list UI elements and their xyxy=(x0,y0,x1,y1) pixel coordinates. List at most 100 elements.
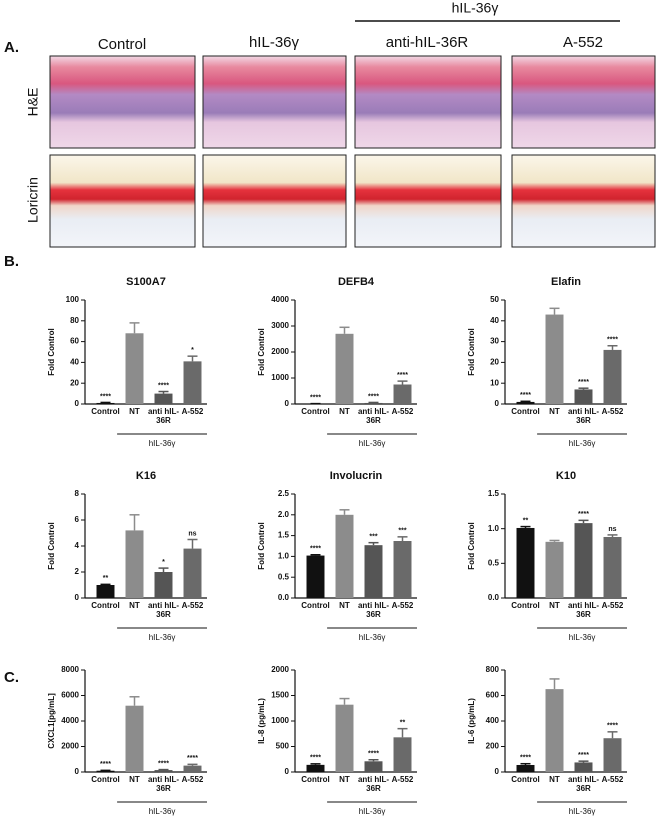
x-tick-label: NT xyxy=(549,775,560,784)
image xyxy=(511,154,656,248)
x-tick-label: Control xyxy=(301,407,330,416)
y-tick-label: 2.5 xyxy=(278,489,290,498)
x-tick-label-box: Control xyxy=(91,775,120,784)
significance-label: **** xyxy=(368,393,379,400)
x-tick-label-box: Control xyxy=(301,601,330,610)
x-tick-label: NT xyxy=(339,407,350,416)
x-tick-label: Control xyxy=(91,601,120,610)
y-axis-label: Fold Control xyxy=(257,522,266,570)
chart-title: S100A7 xyxy=(126,276,166,288)
x-tick-label-box: Control xyxy=(91,407,119,416)
significance-label: **** xyxy=(520,392,531,399)
y-tick-label: 80 xyxy=(70,316,79,325)
bar xyxy=(96,585,115,598)
bar xyxy=(603,536,622,598)
y-axis-label: Fold Control xyxy=(467,522,476,570)
row-label: Loricrin xyxy=(25,177,41,223)
x-tick-label: Control xyxy=(301,601,330,610)
significance-label: ns xyxy=(188,530,196,537)
significance-label: **** xyxy=(578,752,589,759)
y-tick-label: 6 xyxy=(75,515,80,524)
x-tick-label: anti hIL-36R xyxy=(567,601,600,619)
x-tick-label-box: anti hIL-36R xyxy=(148,601,179,619)
panel-label: C. xyxy=(4,669,19,686)
significance-label: **** xyxy=(100,393,111,400)
y-tick-label: 10 xyxy=(490,378,499,387)
significance-label: **** xyxy=(158,382,169,389)
significance-label: **** xyxy=(100,761,111,768)
x-tick-label-box: anti hIL-36R xyxy=(148,407,179,425)
x-tick-label-box: anti hIL-36R xyxy=(148,775,179,793)
y-tick-label: 0 xyxy=(285,399,290,408)
y-tick-label: 4000 xyxy=(271,295,289,304)
column-label: A-552 xyxy=(563,34,603,51)
y-tick-label: 0.5 xyxy=(488,558,500,567)
y-axis-label: IL-6 (pg/mL) xyxy=(467,698,476,744)
bar xyxy=(335,333,354,404)
y-tick-label: 30 xyxy=(490,337,499,346)
x-tick-label-box: NT xyxy=(129,407,140,416)
group-header: hIL-36γ xyxy=(452,0,499,16)
y-tick-label: 0.0 xyxy=(488,593,500,602)
x-tick-label-box: NT xyxy=(339,775,350,784)
y-tick-label: 0 xyxy=(285,767,290,776)
y-tick-label: 100 xyxy=(66,295,80,304)
x-tick-label: NT xyxy=(339,601,350,610)
y-tick-label: 1.5 xyxy=(488,489,500,498)
x-tick-label: A-552 xyxy=(601,407,624,416)
bar xyxy=(393,384,412,404)
significance-label: **** xyxy=(310,755,321,762)
significance-label: **** xyxy=(310,394,321,401)
bar xyxy=(393,737,412,772)
significance-label: ** xyxy=(103,575,109,582)
significance-label: *** xyxy=(398,528,406,535)
bar xyxy=(516,764,535,772)
x-tick-label-box: A-552 xyxy=(182,601,204,610)
column-label: hIL-36γ xyxy=(249,34,300,51)
x-tick-label-box: A-552 xyxy=(182,775,204,784)
image xyxy=(354,55,502,149)
significance-label: * xyxy=(191,347,194,354)
y-tick-label: 200 xyxy=(486,742,500,751)
panel-label: B. xyxy=(4,253,19,270)
group-label: hIL-36γ xyxy=(149,633,176,642)
bar xyxy=(96,402,115,404)
y-tick-label: 1000 xyxy=(271,716,289,725)
image xyxy=(202,55,347,149)
bar xyxy=(125,705,144,772)
bar xyxy=(574,389,593,404)
column-label: Control xyxy=(98,36,146,53)
significance-label: **** xyxy=(187,755,198,762)
y-axis-label: Fold Control xyxy=(257,328,266,376)
significance-label: **** xyxy=(368,751,379,758)
x-tick-label: NT xyxy=(549,407,560,416)
panel-label: A. xyxy=(4,39,19,56)
y-tick-label: 500 xyxy=(276,742,290,751)
y-tick-label: 6000 xyxy=(61,691,79,700)
x-tick-label: NT xyxy=(549,601,560,610)
x-tick-label-box: NT xyxy=(549,775,560,784)
y-tick-label: 1.0 xyxy=(278,552,290,561)
x-tick-label: Control xyxy=(91,775,120,784)
bar xyxy=(306,555,325,598)
bar xyxy=(183,548,202,598)
y-tick-label: 20 xyxy=(70,378,79,387)
significance-label: **** xyxy=(397,372,408,379)
x-tick-label: Control xyxy=(511,407,540,416)
x-tick-label-box: anti hIL-36R xyxy=(358,601,389,619)
y-tick-label: 1000 xyxy=(271,373,289,382)
bar xyxy=(545,689,564,772)
y-tick-label: 0 xyxy=(75,767,80,776)
x-tick-label: NT xyxy=(129,407,140,416)
y-axis-label: CXCL1[pg/mL] xyxy=(47,693,56,749)
y-tick-label: 1.5 xyxy=(278,531,290,540)
significance-label: ** xyxy=(523,517,529,524)
y-tick-label: 20 xyxy=(490,358,499,367)
bar xyxy=(516,401,535,404)
y-tick-label: 2000 xyxy=(271,347,289,356)
significance-label: *** xyxy=(369,534,377,541)
bar xyxy=(183,765,202,772)
x-tick-label-box: Control xyxy=(91,601,120,610)
x-tick-label-box: anti hIL-36R xyxy=(358,407,389,425)
bar xyxy=(183,361,202,404)
